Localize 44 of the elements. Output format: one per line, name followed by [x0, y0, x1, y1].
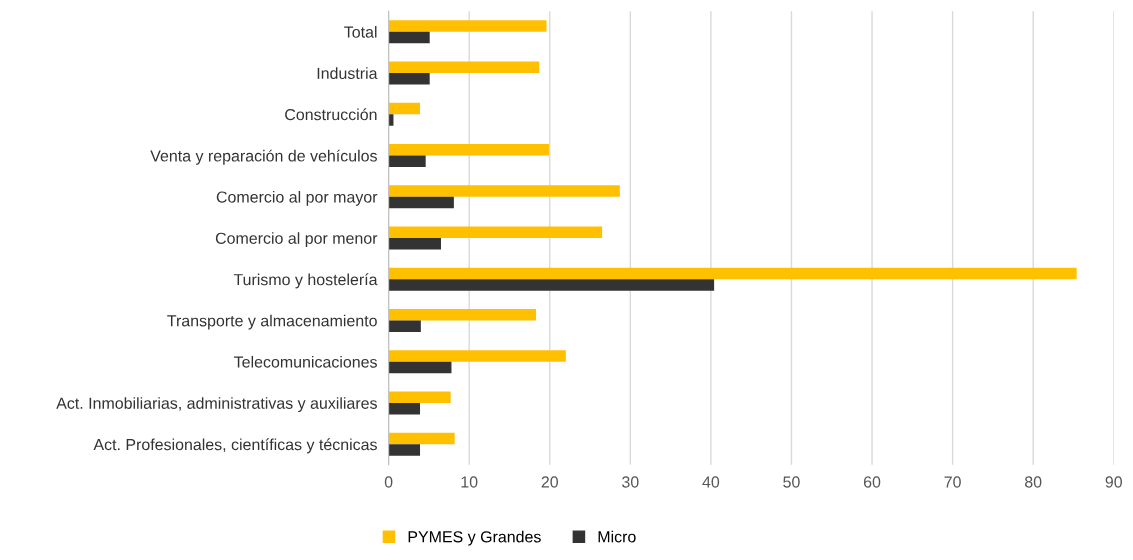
bar	[388, 238, 441, 250]
x-tick-label: 0	[384, 476, 393, 488]
y-tick-label: Telecomunicaciones	[234, 355, 377, 368]
bar	[388, 31, 430, 44]
y-tick-label: Construcción	[285, 108, 377, 121]
x-tick-label: 80	[1024, 476, 1042, 488]
x-tick-label: 90	[1105, 476, 1122, 488]
bar	[388, 432, 455, 445]
bar	[388, 279, 715, 291]
y-tick-label: Turismo y hostelería	[233, 273, 378, 289]
x-tick-label: 20	[541, 476, 559, 488]
x-tick-label: 60	[863, 476, 881, 488]
bar	[388, 20, 547, 32]
bar	[388, 185, 620, 197]
x-tick-label: 70	[944, 476, 961, 488]
legend-label: PYMES y Grandes	[408, 530, 541, 546]
bar	[388, 444, 421, 456]
bar	[388, 320, 421, 333]
bar	[388, 308, 537, 321]
y-tick-label: Venta y reparación de vehículos	[150, 149, 377, 165]
y-tick-label: Transporte y almacenamiento	[167, 314, 377, 330]
y-tick-label: Total	[344, 26, 377, 38]
bar	[388, 155, 426, 168]
x-tick-label: 30	[622, 476, 639, 488]
bar	[388, 61, 540, 74]
y-tick-label: Comercio al por mayor	[216, 190, 378, 206]
y-tick-label: Act. Inmobiliarias, administrativas y auxiliares	[56, 397, 377, 413]
bar	[388, 102, 421, 115]
bar	[388, 361, 452, 374]
bar	[388, 267, 1077, 280]
bar	[388, 402, 421, 415]
bar	[388, 391, 451, 403]
y-tick-label: Act. Profesionales, científicas y técnicas	[93, 438, 377, 454]
bar	[388, 143, 549, 156]
bar	[388, 226, 603, 238]
y-tick-label: Comercio al por menor	[215, 232, 378, 248]
x-tick-label: 50	[783, 476, 800, 488]
bar	[388, 350, 566, 362]
y-tick-label: Industria	[317, 67, 378, 79]
legend-label: Micro	[598, 530, 636, 543]
bar	[388, 73, 430, 85]
x-tick-label: 40	[702, 476, 720, 488]
bar	[388, 196, 454, 209]
x-tick-label: 10	[461, 476, 478, 488]
